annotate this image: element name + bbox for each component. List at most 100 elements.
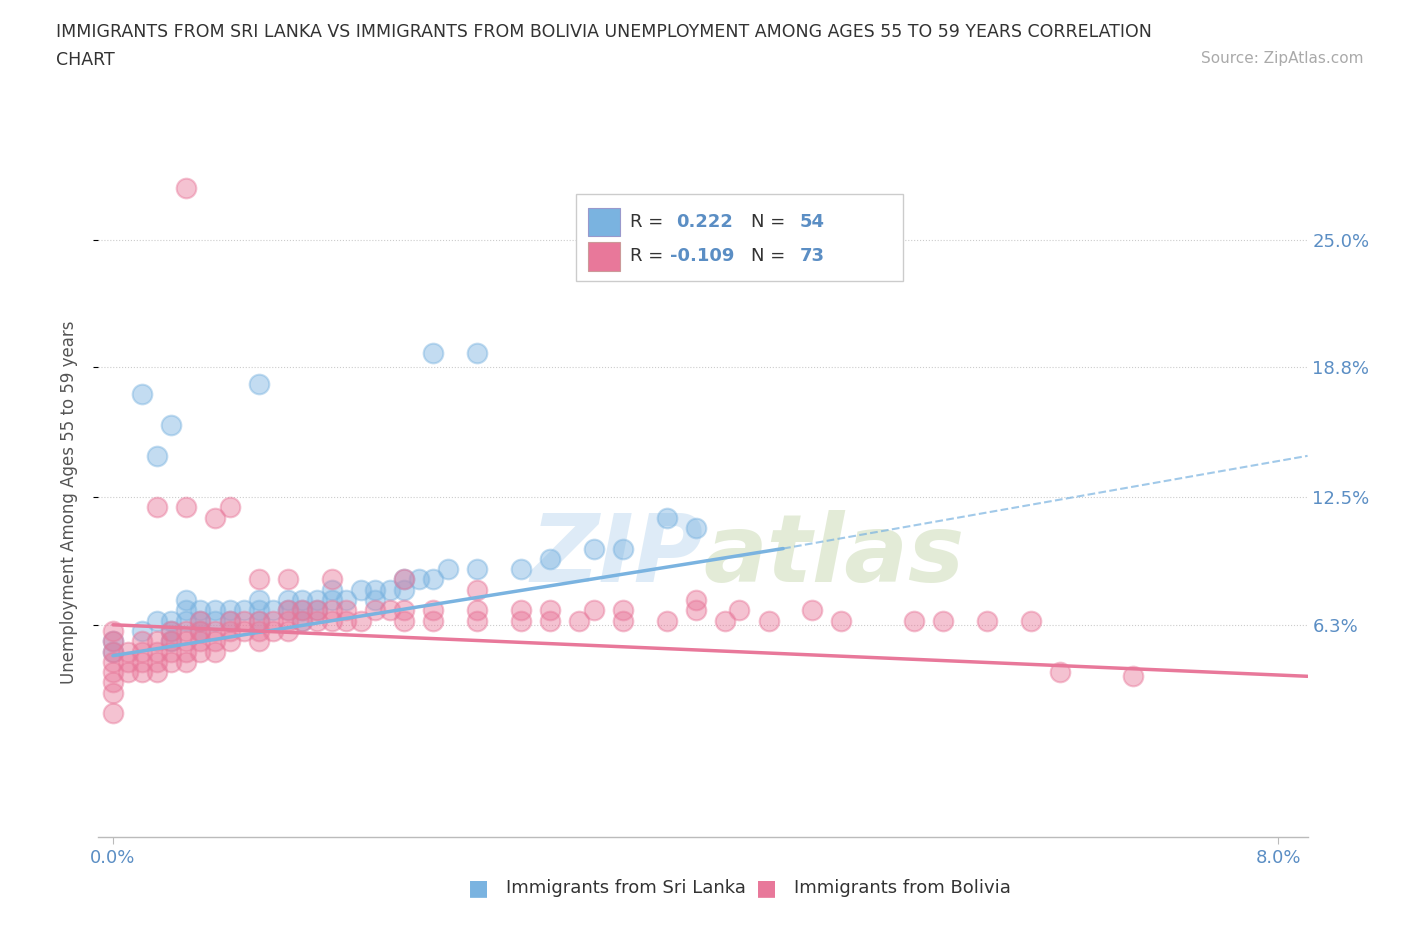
- Point: [101, 634, 124, 649]
- Point: [685, 603, 707, 618]
- Point: [321, 592, 343, 607]
- Point: [422, 613, 444, 628]
- Point: [160, 644, 183, 659]
- Point: [131, 665, 153, 680]
- Point: [321, 603, 343, 618]
- Point: [218, 613, 240, 628]
- Point: [233, 603, 256, 618]
- Point: [117, 644, 139, 659]
- Point: [190, 603, 212, 618]
- Point: [1019, 613, 1042, 628]
- Point: [465, 582, 488, 597]
- Point: [465, 603, 488, 618]
- Point: [174, 623, 197, 638]
- Point: [190, 644, 212, 659]
- Point: [335, 613, 357, 628]
- Point: [247, 377, 270, 392]
- Text: ■: ■: [756, 878, 776, 898]
- Point: [335, 603, 357, 618]
- Point: [291, 613, 314, 628]
- Point: [101, 675, 124, 690]
- Text: Immigrants from Bolivia: Immigrants from Bolivia: [794, 879, 1011, 897]
- Point: [160, 634, 183, 649]
- Text: 0.222: 0.222: [676, 213, 734, 231]
- Point: [174, 634, 197, 649]
- Point: [364, 603, 387, 618]
- Point: [509, 562, 531, 577]
- FancyBboxPatch shape: [576, 194, 903, 281]
- Text: CHART: CHART: [56, 51, 115, 69]
- Point: [422, 603, 444, 618]
- Point: [538, 603, 561, 618]
- Point: [145, 448, 167, 463]
- Point: [262, 603, 284, 618]
- Point: [582, 541, 605, 556]
- Point: [247, 634, 270, 649]
- Point: [378, 582, 401, 597]
- Point: [422, 345, 444, 360]
- Point: [218, 634, 240, 649]
- Point: [394, 582, 416, 597]
- Point: [218, 500, 240, 515]
- Point: [131, 623, 153, 638]
- FancyBboxPatch shape: [588, 243, 620, 271]
- Point: [655, 511, 678, 525]
- Point: [190, 623, 212, 638]
- Point: [394, 572, 416, 587]
- Point: [160, 623, 183, 638]
- Point: [758, 613, 780, 628]
- Point: [204, 634, 226, 649]
- Point: [262, 623, 284, 638]
- Point: [378, 603, 401, 618]
- Point: [364, 592, 387, 607]
- Point: [204, 623, 226, 638]
- Point: [131, 655, 153, 670]
- Point: [408, 572, 430, 587]
- Point: [465, 562, 488, 577]
- Point: [174, 603, 197, 618]
- Point: [131, 634, 153, 649]
- Text: IMMIGRANTS FROM SRI LANKA VS IMMIGRANTS FROM BOLIVIA UNEMPLOYMENT AMONG AGES 55 : IMMIGRANTS FROM SRI LANKA VS IMMIGRANTS …: [56, 23, 1152, 41]
- Text: -0.109: -0.109: [671, 247, 735, 265]
- Point: [247, 603, 270, 618]
- Point: [465, 613, 488, 628]
- Text: Immigrants from Sri Lanka: Immigrants from Sri Lanka: [506, 879, 747, 897]
- Point: [247, 613, 270, 628]
- Point: [145, 500, 167, 515]
- Point: [101, 685, 124, 700]
- Text: 73: 73: [800, 247, 825, 265]
- Point: [801, 603, 824, 618]
- Point: [976, 613, 998, 628]
- Point: [350, 582, 373, 597]
- Point: [218, 623, 240, 638]
- Point: [160, 634, 183, 649]
- Point: [101, 706, 124, 721]
- Point: [160, 655, 183, 670]
- Point: [1122, 669, 1144, 684]
- Point: [291, 603, 314, 618]
- Text: ZIP: ZIP: [530, 510, 703, 602]
- Point: [903, 613, 925, 628]
- Point: [422, 572, 444, 587]
- Text: Source: ZipAtlas.com: Source: ZipAtlas.com: [1201, 51, 1364, 66]
- Point: [160, 623, 183, 638]
- Point: [101, 634, 124, 649]
- Point: [190, 613, 212, 628]
- Point: [277, 603, 299, 618]
- Point: [655, 613, 678, 628]
- Point: [247, 572, 270, 587]
- Point: [728, 603, 751, 618]
- Point: [174, 644, 197, 659]
- Point: [714, 613, 737, 628]
- Point: [437, 562, 460, 577]
- Text: ■: ■: [468, 878, 488, 898]
- Point: [582, 603, 605, 618]
- Point: [509, 613, 531, 628]
- Point: [305, 603, 328, 618]
- Point: [117, 655, 139, 670]
- Point: [233, 623, 256, 638]
- Point: [612, 613, 634, 628]
- Point: [1049, 665, 1071, 680]
- Point: [190, 634, 212, 649]
- Point: [685, 592, 707, 607]
